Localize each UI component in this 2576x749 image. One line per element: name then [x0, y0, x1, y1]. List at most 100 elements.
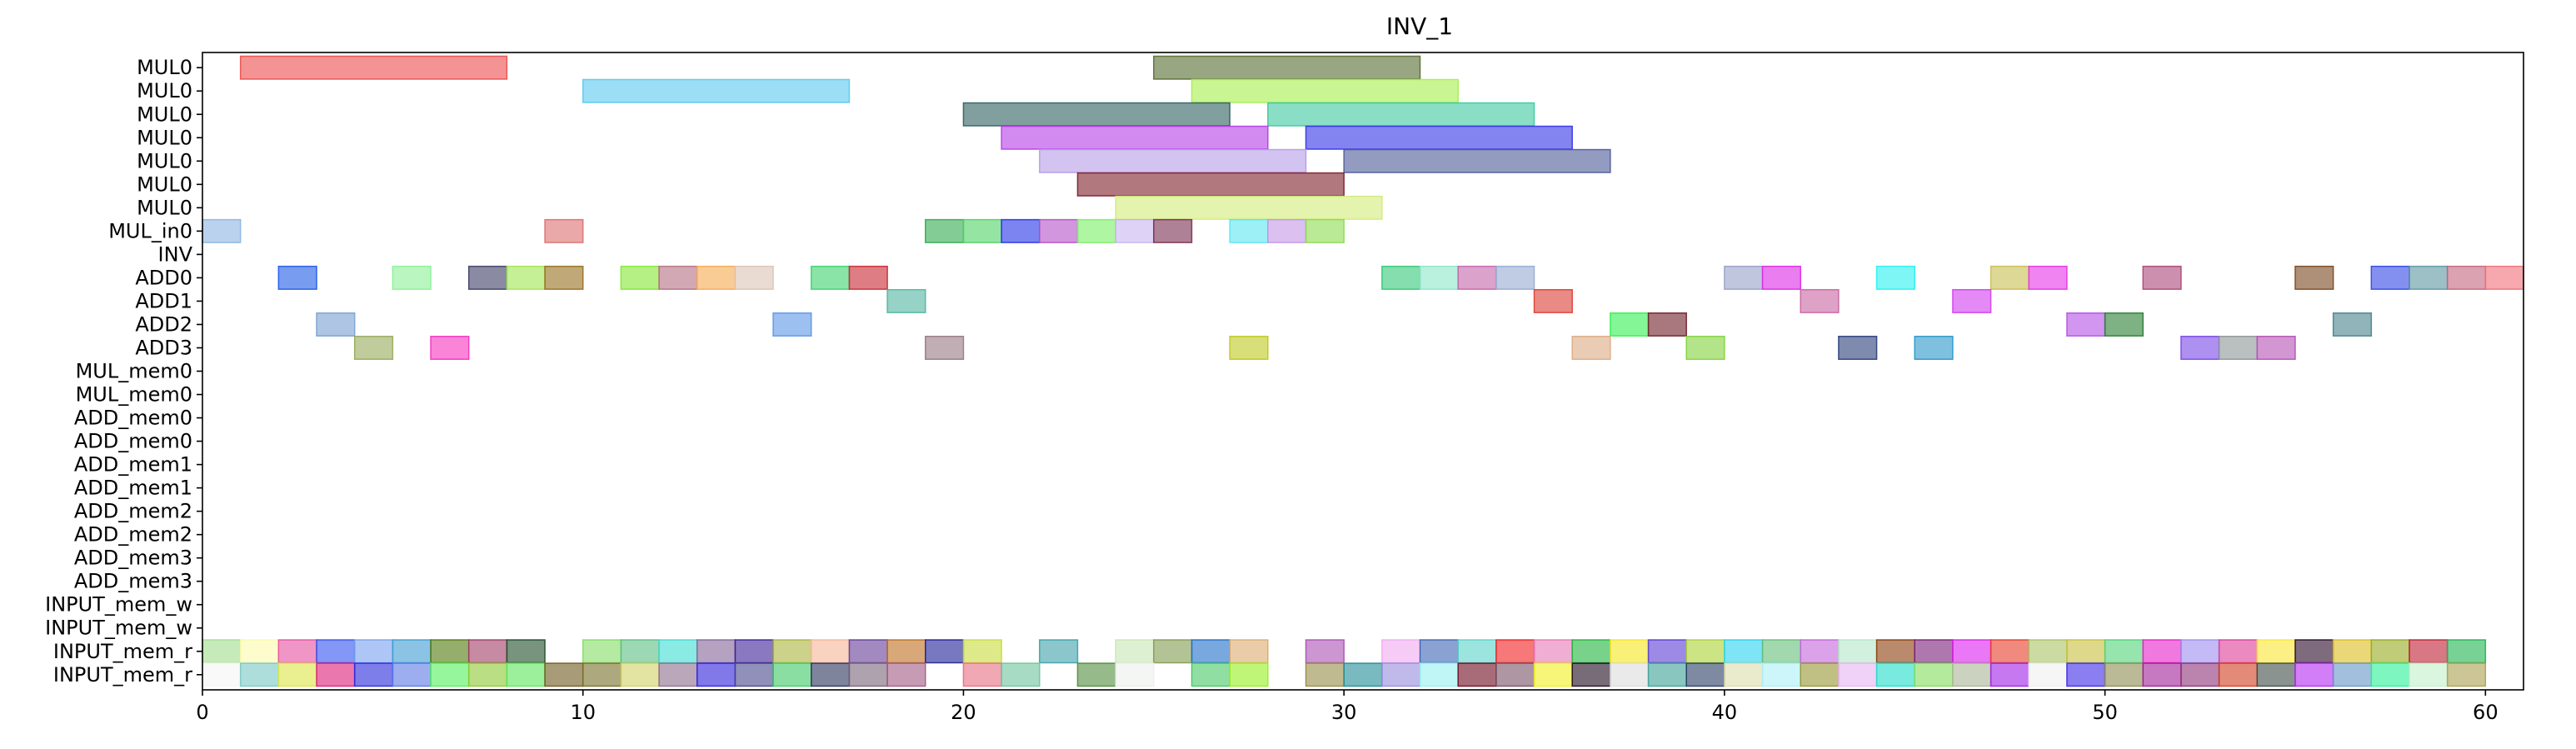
- y-tick-label: MUL0: [137, 172, 192, 196]
- task-bar: [2294, 265, 2334, 290]
- y-tick-label: MUL_mem0: [76, 383, 192, 407]
- task-bar: [1191, 662, 1231, 687]
- y-tick-label: INPUT_mem_r: [53, 663, 192, 687]
- task-bar: [696, 662, 736, 687]
- task-bar: [658, 639, 698, 664]
- task-bar: [202, 218, 242, 243]
- task-bar: [1457, 639, 1497, 664]
- task-bars: [202, 55, 2524, 687]
- task-bar: [2370, 639, 2410, 664]
- task-bar: [1875, 639, 1915, 664]
- task-bar: [353, 335, 394, 360]
- task-bar: [1115, 639, 1155, 664]
- task-bar: [2256, 662, 2296, 687]
- task-bar: [1115, 218, 1155, 243]
- task-bar: [1001, 662, 1041, 687]
- y-tick-label: ADD_mem2: [74, 523, 192, 547]
- y-tick-label: MUL0: [137, 56, 192, 79]
- task-bar: [1381, 265, 1421, 290]
- y-tick-label: MUL0: [137, 126, 192, 149]
- task-bar: [1533, 288, 1573, 313]
- task-bar: [1495, 639, 1535, 664]
- task-bar: [620, 265, 660, 290]
- y-tick-label: MUL_in0: [108, 219, 192, 242]
- task-bar: [1039, 639, 1079, 664]
- task-bar: [2409, 639, 2449, 664]
- task-bar: [886, 662, 926, 687]
- task-bar: [506, 265, 546, 290]
- task-bar: [1495, 662, 1535, 687]
- task-bar: [620, 639, 660, 664]
- task-bar: [1001, 125, 1269, 150]
- task-bar: [2066, 662, 2106, 687]
- task-bar: [202, 639, 242, 664]
- task-bar: [1229, 662, 1269, 687]
- task-bar: [658, 265, 698, 290]
- task-bar: [2332, 639, 2373, 664]
- x-tick-label: 30: [1331, 701, 1357, 724]
- task-bar: [316, 639, 356, 664]
- task-bar: [1800, 288, 1840, 313]
- task-bar: [1533, 639, 1573, 664]
- task-bar: [1419, 265, 1459, 290]
- y-axis-ticks: [197, 67, 202, 676]
- task-bar: [848, 265, 888, 290]
- task-bar: [2028, 662, 2068, 687]
- task-bar: [2370, 265, 2410, 290]
- task-bar: [1838, 335, 1878, 360]
- y-tick-label: MUL_mem0: [76, 360, 192, 383]
- task-bar: [353, 662, 394, 687]
- task-bar: [1685, 639, 1725, 664]
- task-bar: [353, 639, 394, 664]
- task-bar: [316, 662, 356, 687]
- task-bar: [467, 662, 508, 687]
- task-bar: [1610, 312, 1650, 337]
- task-bar: [2446, 662, 2487, 687]
- task-bar: [2028, 265, 2068, 290]
- y-tick-label: ADD_mem1: [74, 477, 192, 500]
- task-bar: [1457, 265, 1497, 290]
- task-bar: [696, 265, 736, 290]
- task-bar: [2104, 639, 2144, 664]
- task-bar: [2409, 265, 2449, 290]
- y-tick-label: ADD_mem2: [74, 500, 192, 523]
- y-tick-label: INPUT_mem_w: [45, 593, 192, 617]
- task-bar: [1229, 218, 1269, 243]
- task-bar: [1115, 195, 1383, 220]
- task-bar: [2218, 335, 2259, 360]
- task-bar: [1533, 662, 1573, 687]
- task-bar: [734, 639, 774, 664]
- task-bar: [1685, 662, 1725, 687]
- task-bar: [811, 662, 851, 687]
- task-bar: [582, 639, 622, 664]
- task-bar: [1952, 639, 1992, 664]
- task-bar: [1875, 662, 1915, 687]
- task-bar: [582, 662, 622, 687]
- task-bar: [1039, 218, 1079, 243]
- task-bar: [1153, 218, 1193, 243]
- task-bar: [1724, 662, 1764, 687]
- x-tick-label: 60: [2473, 701, 2499, 724]
- task-bar: [2066, 312, 2106, 337]
- task-bar: [1191, 78, 1459, 103]
- y-axis-labels: MUL0MUL0MUL0MUL0MUL0MUL0MUL0MUL_in0INVAD…: [45, 56, 192, 687]
- task-bar: [1343, 662, 1383, 687]
- task-bar: [1305, 639, 1345, 664]
- task-bar: [1571, 335, 1611, 360]
- task-bar: [1115, 662, 1155, 687]
- y-tick-label: ADD_mem3: [74, 570, 192, 593]
- y-tick-label: MUL0: [137, 102, 192, 126]
- task-bar: [962, 662, 1002, 687]
- task-bar: [2332, 662, 2373, 687]
- task-bar: [1989, 265, 2030, 290]
- x-tick-label: 40: [1712, 701, 1738, 724]
- task-bar: [392, 639, 432, 664]
- task-bar: [925, 218, 965, 243]
- x-axis: 0 10 20 30 40 50 60: [196, 690, 2499, 724]
- task-bar: [1191, 639, 1231, 664]
- y-tick-label: MUL0: [137, 196, 192, 219]
- task-bar: [1800, 639, 1840, 664]
- task-bar: [1647, 639, 1687, 664]
- task-bar: [1724, 639, 1764, 664]
- task-bar: [1076, 172, 1345, 197]
